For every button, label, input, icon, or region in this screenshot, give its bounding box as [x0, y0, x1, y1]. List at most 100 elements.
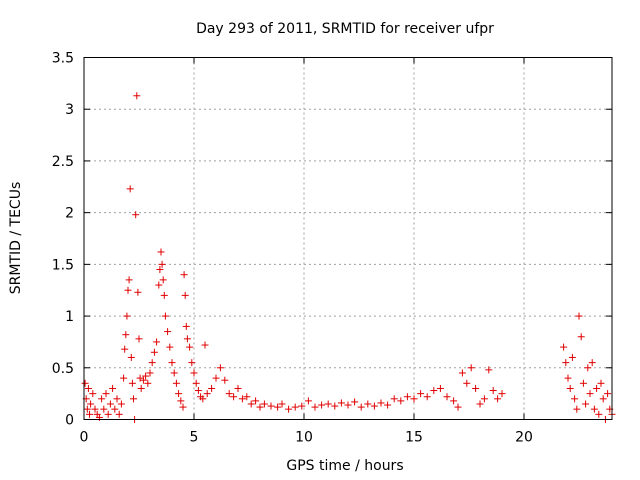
x-tick-label: 10 [295, 430, 313, 446]
data-point [403, 393, 411, 401]
data-point [102, 390, 110, 398]
y-tick-label: 3 [65, 102, 74, 118]
data-point [560, 343, 568, 351]
data-point [252, 397, 260, 405]
data-point [454, 403, 462, 411]
y-tick-label: 1.5 [52, 257, 74, 273]
data-point [450, 397, 458, 405]
data-point [579, 379, 587, 387]
data-point [120, 374, 128, 382]
data-point [225, 390, 233, 398]
data-point [104, 410, 112, 418]
x-tick-label: 5 [190, 430, 199, 446]
data-point [86, 410, 93, 418]
data-point [175, 390, 183, 398]
data-point [137, 384, 145, 392]
data-point [331, 402, 339, 410]
data-point [604, 390, 612, 398]
data-point [397, 397, 405, 405]
data-point [142, 372, 150, 380]
data-point [256, 403, 264, 411]
data-point [417, 390, 425, 398]
chart-title: Day 293 of 2011, SRMTID for receiver ufp… [196, 21, 494, 37]
x-tick-label: 20 [515, 430, 533, 446]
data-point [582, 400, 590, 408]
data-point [357, 403, 365, 411]
data-point [87, 400, 95, 408]
data-point [157, 248, 165, 256]
data-point [593, 384, 601, 392]
data-point [480, 395, 488, 403]
data-point [568, 353, 576, 361]
data-point [159, 276, 167, 284]
data-point [158, 260, 166, 268]
data-point [135, 335, 143, 343]
data-point [89, 390, 97, 398]
data-point [571, 395, 579, 403]
data-point [186, 343, 194, 351]
data-point [577, 333, 585, 341]
data-point [584, 364, 592, 372]
data-point [291, 403, 299, 411]
data-point [192, 379, 200, 387]
data-point [121, 345, 129, 353]
data-point [489, 387, 497, 395]
data-point [153, 338, 161, 346]
data-point [161, 312, 169, 320]
data-point [298, 402, 306, 410]
y-tick-label: 3.5 [52, 51, 74, 67]
data-point [100, 405, 108, 413]
data-point [146, 369, 154, 377]
data-point [324, 400, 332, 408]
data-point [201, 341, 209, 349]
data-point [590, 405, 598, 413]
data-point [344, 401, 352, 409]
data-point [130, 395, 137, 403]
data-point [190, 369, 198, 377]
data-point [285, 405, 293, 413]
data-point [476, 400, 484, 408]
data-point [134, 288, 142, 296]
data-point [410, 395, 418, 403]
data-point [573, 405, 581, 413]
data-point [166, 343, 174, 351]
data-point [181, 291, 189, 299]
plot-frame [83, 57, 613, 420]
data-point [247, 400, 255, 408]
data-point [109, 384, 117, 392]
data-point [588, 359, 596, 367]
data-point [132, 211, 140, 219]
data-point [311, 403, 319, 411]
data-point [81, 379, 89, 387]
data-point [564, 374, 572, 382]
data-point [122, 331, 130, 339]
data-point [128, 379, 136, 387]
data-point [180, 271, 188, 279]
data-point [139, 376, 147, 384]
data-point [126, 185, 134, 193]
data-point [337, 399, 345, 407]
points-layer [81, 92, 616, 423]
data-point [117, 400, 125, 408]
data-point [575, 312, 583, 320]
data-point [179, 403, 187, 411]
data-point [260, 400, 268, 408]
data-point [188, 359, 196, 367]
data-point [216, 364, 224, 372]
data-point [172, 379, 180, 387]
data-point [124, 286, 132, 294]
data-point [115, 410, 123, 418]
data-point [370, 402, 378, 410]
data-point [208, 384, 216, 392]
data-point [364, 400, 372, 408]
y-axis-title: SRMTID / TECUs [8, 182, 24, 295]
data-point [221, 376, 229, 384]
data-point [212, 374, 220, 382]
data-point [318, 401, 326, 409]
data-point [83, 405, 91, 413]
data-point [304, 397, 312, 405]
data-point [472, 384, 480, 392]
data-point [597, 379, 605, 387]
data-point [599, 395, 607, 403]
